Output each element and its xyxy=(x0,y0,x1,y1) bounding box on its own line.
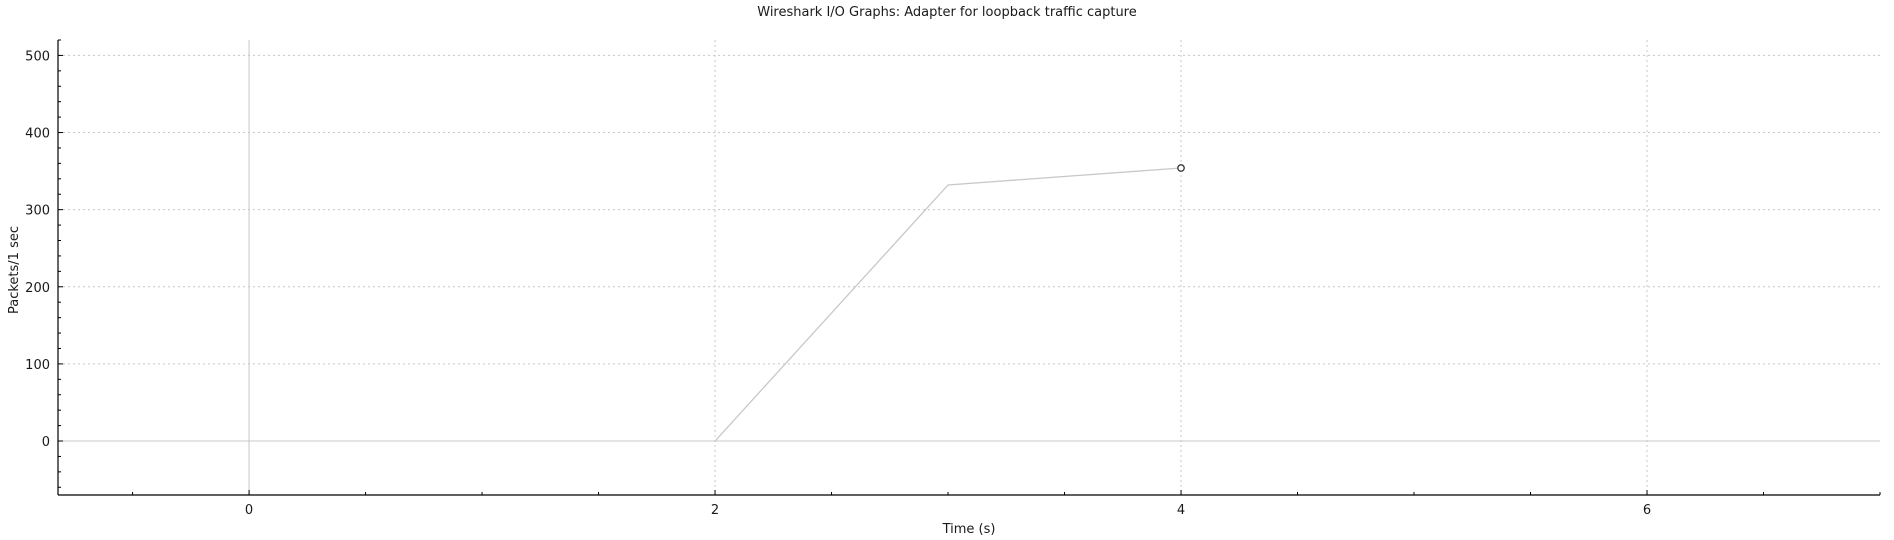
x-axis-label: Time (s) xyxy=(942,522,996,537)
y-tick-label: 0 xyxy=(42,435,50,450)
last-point-marker xyxy=(1177,164,1185,172)
y-axis-label: Packets/1 sec xyxy=(7,226,22,314)
x-tick-label: 4 xyxy=(1177,503,1185,518)
x-tick-label: 6 xyxy=(1643,503,1651,518)
tick-labels: 0 2 4 6 0 100 200 300 400 500 xyxy=(25,49,1651,518)
y-tick-label: 500 xyxy=(25,49,50,64)
zero-lines xyxy=(58,40,1880,495)
series-layer xyxy=(714,164,1185,442)
x-tick-label: 2 xyxy=(711,503,719,518)
axes xyxy=(57,39,1881,496)
y-tick-label: 300 xyxy=(25,204,50,219)
chart-title: Wireshark I/O Graphs: Adapter for loopba… xyxy=(757,5,1137,20)
y-tick-label: 100 xyxy=(25,358,50,373)
x-tick-label: 0 xyxy=(245,503,253,518)
series-line xyxy=(714,167,1182,442)
grid xyxy=(58,40,1880,495)
y-tick-label: 200 xyxy=(25,281,50,296)
y-tick-label: 400 xyxy=(25,127,50,142)
